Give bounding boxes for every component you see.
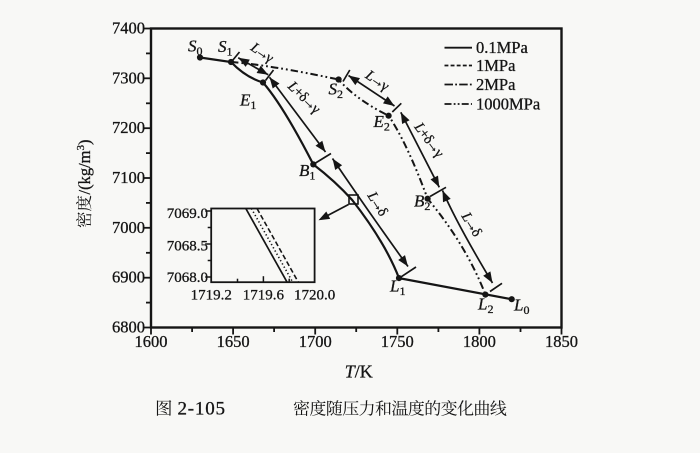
svg-text:1000MPa: 1000MPa xyxy=(476,95,541,114)
svg-text:1MPa: 1MPa xyxy=(476,56,516,75)
svg-text:1600: 1600 xyxy=(135,332,168,351)
svg-text:T/K: T/K xyxy=(345,362,373,382)
svg-text:1700: 1700 xyxy=(299,332,332,351)
svg-text:2MPa: 2MPa xyxy=(476,75,516,94)
svg-text:6900: 6900 xyxy=(112,268,145,287)
svg-text:0.1MPa: 0.1MPa xyxy=(476,38,528,57)
svg-text:1850: 1850 xyxy=(545,332,578,351)
svg-text:7068.5: 7068.5 xyxy=(167,239,208,255)
svg-text:1719.2: 1719.2 xyxy=(191,288,232,304)
svg-text:/(kg/m3): /(kg/m3) xyxy=(75,140,94,195)
svg-text:6800: 6800 xyxy=(112,318,145,337)
svg-text:1720.0: 1720.0 xyxy=(294,288,335,304)
svg-text:1719.6: 1719.6 xyxy=(243,288,285,304)
svg-text:7300: 7300 xyxy=(112,68,145,87)
svg-text:7200: 7200 xyxy=(112,118,145,137)
svg-text:1650: 1650 xyxy=(217,332,250,351)
svg-text:7000: 7000 xyxy=(112,218,145,237)
svg-text:L→δ: L→δ xyxy=(363,188,391,219)
svg-text:2-105: 2-105 xyxy=(178,399,226,420)
svg-text:7100: 7100 xyxy=(112,168,145,187)
svg-text:1800: 1800 xyxy=(463,332,496,351)
svg-text:7068.0: 7068.0 xyxy=(167,270,208,286)
svg-text:7069.0: 7069.0 xyxy=(167,206,208,222)
svg-text:B1: B1 xyxy=(299,161,315,183)
svg-text:1750: 1750 xyxy=(381,332,414,351)
svg-text:7400: 7400 xyxy=(112,19,145,38)
